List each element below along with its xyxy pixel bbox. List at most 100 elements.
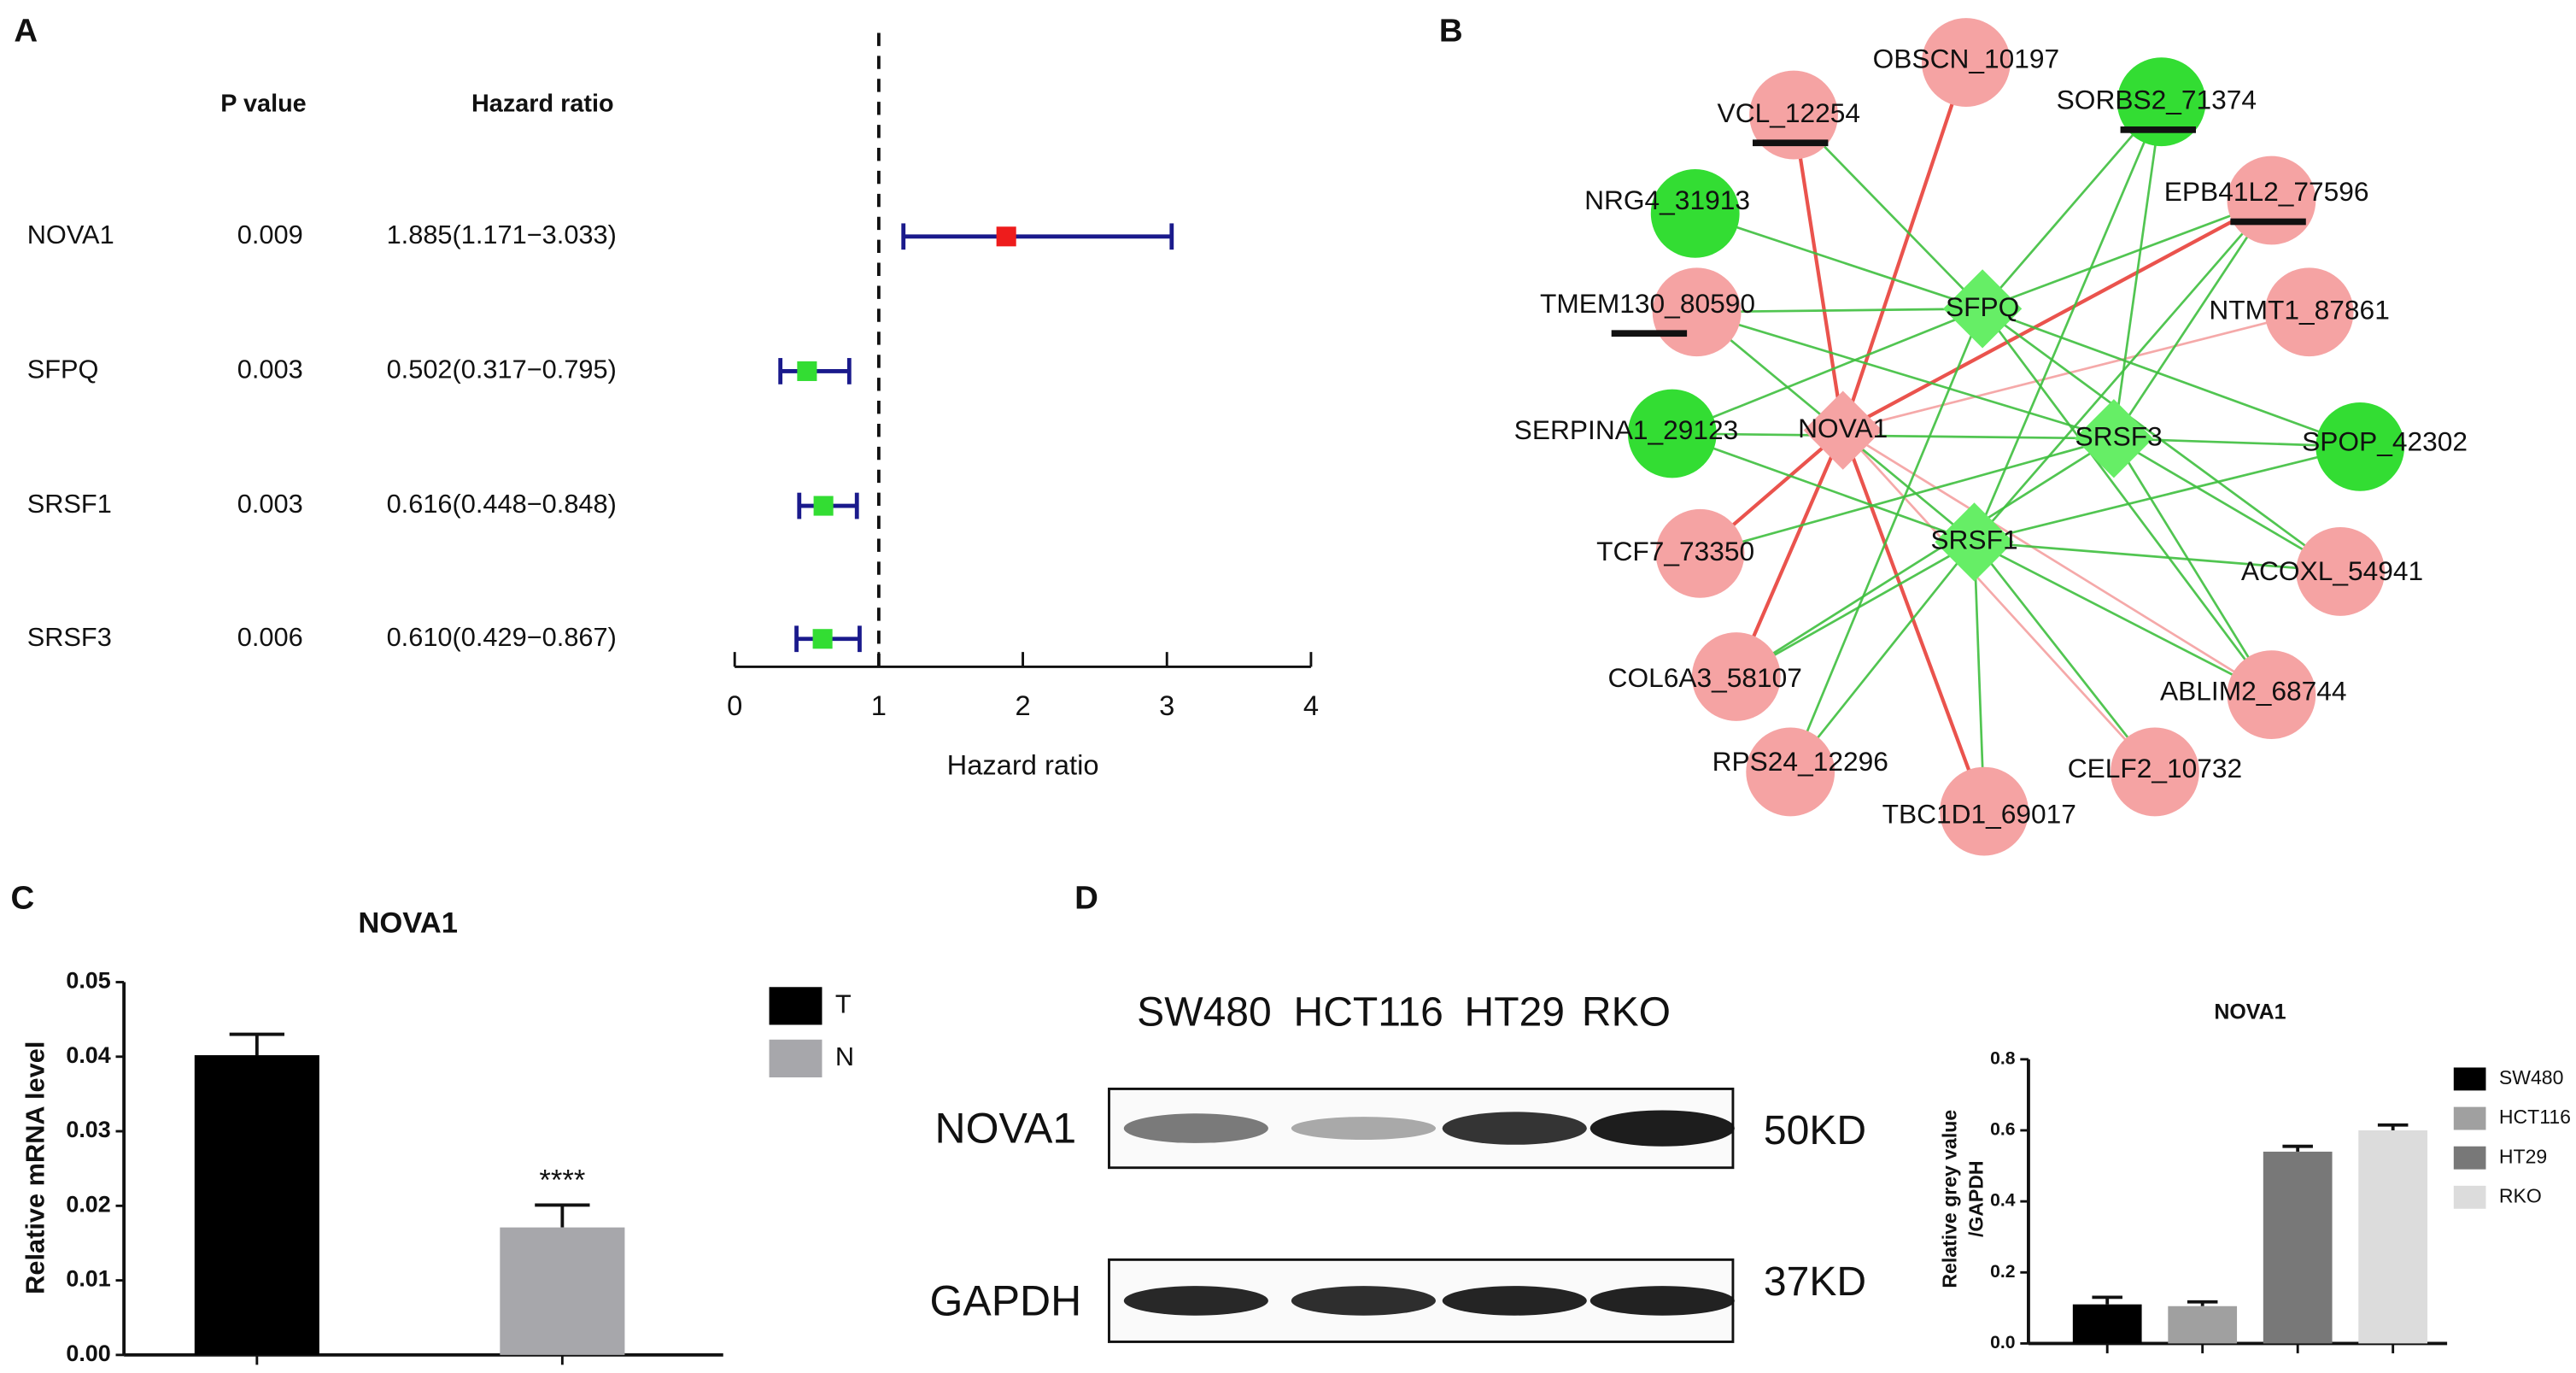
edge xyxy=(1671,432,1975,543)
row-label: NOVA1 xyxy=(935,1105,1077,1153)
node-label: SRSF3 xyxy=(2075,421,2163,452)
edge xyxy=(1695,212,1983,310)
node xyxy=(2227,650,2316,740)
node-label: NOVA1 xyxy=(1798,413,1888,443)
hub-node xyxy=(1935,502,2014,582)
chart-title: NOVA1 xyxy=(358,907,458,939)
edge xyxy=(1982,308,2361,449)
lane-label: SW480 xyxy=(1137,990,1272,1036)
node xyxy=(1627,389,1717,478)
node xyxy=(2116,57,2206,147)
edge xyxy=(1841,198,2273,432)
node-label: CELF2_10732 xyxy=(2068,753,2242,783)
y-tick-label: 0.05 xyxy=(66,968,110,994)
y-tick-label: 0.01 xyxy=(66,1266,110,1292)
node xyxy=(1650,168,1740,258)
edge xyxy=(1696,310,2115,440)
hazard-label: 0.502(0.317−0.795) xyxy=(387,355,617,384)
edge xyxy=(1982,199,2272,310)
edge xyxy=(1791,114,1845,431)
size-label: 50KD xyxy=(1764,1108,1866,1153)
hub-node xyxy=(2074,399,2154,478)
column-header: Hazard ratio xyxy=(471,91,614,118)
hazard-label: 1.885(1.171−3.033) xyxy=(387,220,617,249)
edge xyxy=(1696,308,1983,314)
edge xyxy=(1734,429,1845,678)
x-tick-label: 4 xyxy=(1303,689,1319,721)
legend-label: HCT116 xyxy=(2499,1106,2571,1128)
y-tick-label: 0.8 xyxy=(1990,1048,2016,1068)
legend-swatch xyxy=(2453,1106,2486,1130)
lane-label: HCT116 xyxy=(1294,990,1443,1036)
node-label: SRSF1 xyxy=(1930,525,2017,555)
legend-label: HT29 xyxy=(2499,1145,2547,1167)
node xyxy=(1921,18,2011,107)
point-estimate xyxy=(813,496,834,516)
node xyxy=(1746,727,1835,817)
edge xyxy=(1973,101,2163,543)
edge xyxy=(1793,114,1984,310)
edge xyxy=(1700,437,2115,555)
edge xyxy=(1974,541,2341,573)
edge xyxy=(1671,432,2114,440)
p-value: 0.006 xyxy=(237,622,303,652)
y-tick-label: 0.2 xyxy=(1990,1262,2015,1282)
x-tick-label: 0 xyxy=(727,689,742,721)
row-label: SFPQ xyxy=(27,355,99,384)
edge xyxy=(2112,437,2273,695)
edge xyxy=(1982,101,2163,310)
underline xyxy=(1611,330,1688,337)
bar xyxy=(2168,1306,2238,1344)
nodes xyxy=(1627,18,2405,856)
band xyxy=(1590,1110,1735,1147)
node-label: TBC1D1_69017 xyxy=(1882,799,2076,830)
node-label: EPB41L2_77596 xyxy=(2164,176,2369,207)
node xyxy=(1655,508,1745,598)
y-tick-label: 0.04 xyxy=(66,1042,110,1068)
legend-swatch xyxy=(2453,1067,2486,1091)
y-tick-label: 0.00 xyxy=(66,1341,110,1366)
band xyxy=(1442,1112,1587,1145)
node-label: COL6A3_58107 xyxy=(1608,662,1802,693)
x-tick-label: 2 xyxy=(1015,689,1030,721)
panel-label: D xyxy=(1074,880,1098,917)
node xyxy=(1940,766,2029,856)
node-label: ACOXL_54941 xyxy=(2241,555,2423,586)
row-label: GAPDH xyxy=(930,1276,1082,1324)
underline xyxy=(2120,126,2197,133)
node-label: RPS24_12296 xyxy=(1712,746,1888,777)
underline xyxy=(1752,139,1829,147)
p-value: 0.009 xyxy=(237,220,303,249)
node xyxy=(2111,727,2199,817)
legend-swatch xyxy=(2453,1185,2486,1209)
edge xyxy=(1841,429,1987,813)
bar xyxy=(500,1227,625,1355)
y-tick-label: 0.02 xyxy=(66,1191,110,1217)
edge xyxy=(1789,308,1984,772)
y-axis-label: Relative grey value xyxy=(1939,1110,1961,1288)
band xyxy=(1291,1286,1437,1316)
hazard-label: 0.610(0.429−0.867) xyxy=(387,622,617,652)
node-label: SPOP_42302 xyxy=(2302,425,2468,456)
p-value: 0.003 xyxy=(237,489,303,519)
edges xyxy=(1671,62,2361,813)
bar xyxy=(194,1055,319,1355)
edge xyxy=(1841,429,2156,773)
y-tick-label: 0.6 xyxy=(1990,1120,2015,1140)
node-label: OBSCN_10197 xyxy=(1873,43,2060,73)
row-label: NOVA1 xyxy=(27,220,114,249)
node-label: NRG4_31913 xyxy=(1584,185,1750,215)
node-label: SERPINA1_29123 xyxy=(1514,414,1739,445)
legend-label: N xyxy=(835,1041,854,1071)
point-estimate xyxy=(797,361,817,381)
node-label: NTMT1_87861 xyxy=(2209,295,2389,326)
y-axis-label: Relative mRNA level xyxy=(20,1041,50,1294)
hub-node xyxy=(1803,390,1882,470)
node xyxy=(2315,402,2405,491)
node-label: VCL_12254 xyxy=(1718,97,1860,128)
row-label: SRSF3 xyxy=(27,622,112,652)
edge xyxy=(1982,308,2273,695)
row-label: SRSF1 xyxy=(27,489,112,519)
point-estimate xyxy=(812,629,833,649)
